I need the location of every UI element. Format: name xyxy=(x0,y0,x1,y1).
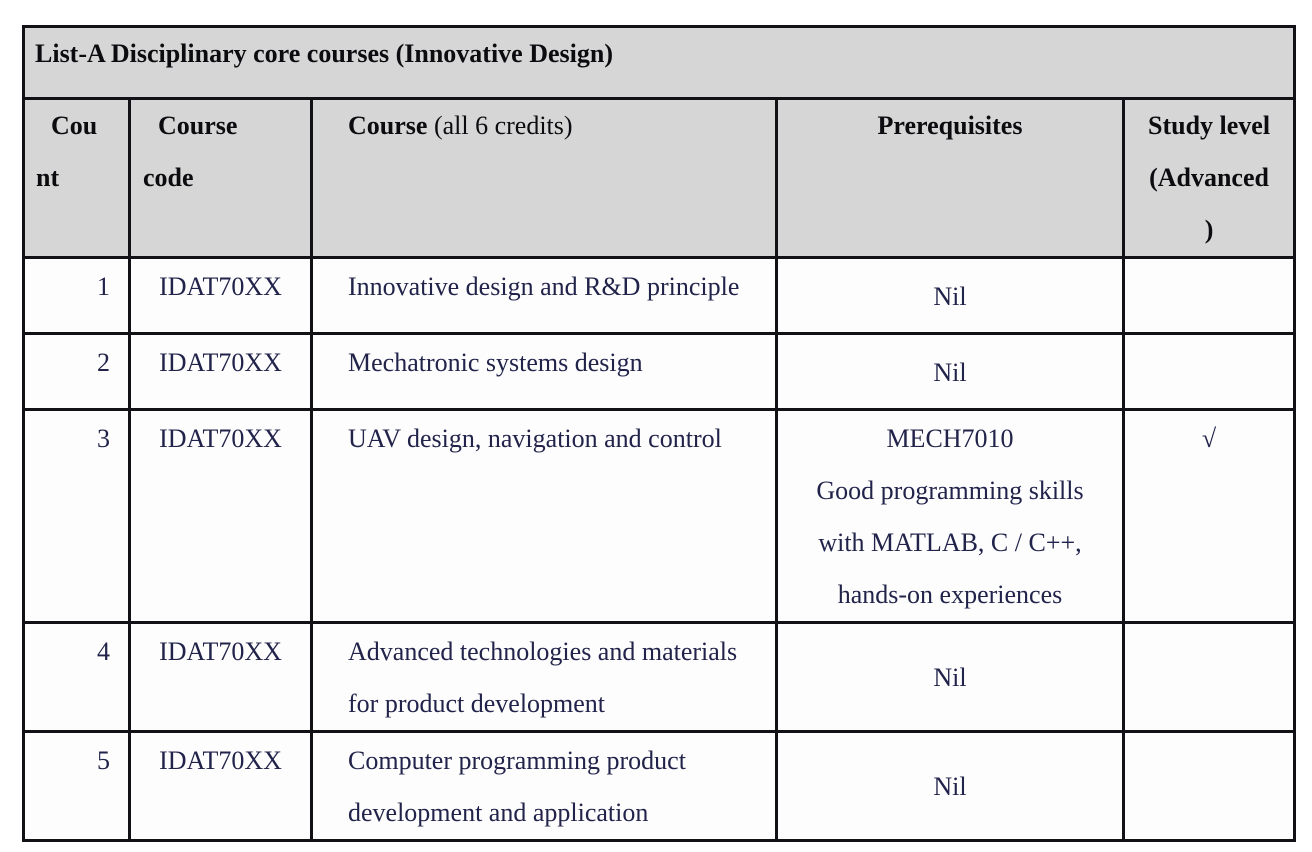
prerequisites-cell: Nil xyxy=(775,730,1125,842)
courses-table: List-A Disciplinary core courses (Innova… xyxy=(21,25,1297,842)
count-cell: 2 xyxy=(22,332,131,411)
course-code-cell: IDAT70XX xyxy=(128,332,313,411)
prerequisites-cell: Nil xyxy=(775,256,1125,335)
course-title-cell: UAV design, navigation and control xyxy=(310,408,778,624)
course-title-cell: Computer programming product development… xyxy=(310,730,778,842)
prerequisites-cell: MECH7010 Good programming skills with MA… xyxy=(775,408,1125,624)
course-code-cell: IDAT70XX xyxy=(128,256,313,335)
column-header-course: Course (all 6 credits) xyxy=(310,97,778,259)
table-row: 3 IDAT70XX UAV design, navigation and co… xyxy=(22,408,1297,624)
course-code-cell: IDAT70XX xyxy=(128,730,313,842)
course-code-cell: IDAT70XX xyxy=(128,408,313,624)
table-title: List-A Disciplinary core courses (Innova… xyxy=(21,25,1297,100)
column-header-count: Cou nt xyxy=(22,97,131,259)
column-header-prerequisites: Prerequisites xyxy=(775,97,1125,259)
course-title-cell: Advanced technologies and materials for … xyxy=(310,621,778,733)
study-level-cell xyxy=(1121,332,1297,411)
course-code-cell: IDAT70XX xyxy=(128,621,313,733)
study-level-cell xyxy=(1121,621,1297,733)
course-title-cell: Innovative design and R&D principle xyxy=(310,256,778,335)
table-row: 2 IDAT70XX Mechatronic systems design Ni… xyxy=(22,332,1297,411)
table-title-row: List-A Disciplinary core courses (Innova… xyxy=(21,25,1297,100)
course-header-credits-text: (all 6 credits) xyxy=(433,111,573,140)
course-header-bold-text: Course xyxy=(348,111,428,140)
table-header-row: Cou nt Course code Course (all 6 credits… xyxy=(22,97,1297,259)
count-cell: 1 xyxy=(22,256,131,335)
count-cell: 4 xyxy=(22,621,131,733)
prerequisites-cell: Nil xyxy=(775,332,1125,411)
study-level-cell xyxy=(1121,256,1297,335)
count-cell: 5 xyxy=(22,730,131,842)
column-header-course-code: Course code xyxy=(128,97,313,259)
study-level-cell xyxy=(1121,730,1297,842)
table-row: 5 IDAT70XX Computer programming product … xyxy=(22,730,1297,842)
prerequisites-cell: Nil xyxy=(775,621,1125,733)
study-level-cell advanced-check-mark: √ xyxy=(1121,408,1297,624)
course-title-cell: Mechatronic systems design xyxy=(310,332,778,411)
count-cell: 3 xyxy=(22,408,131,624)
table-row: 4 IDAT70XX Advanced technologies and mat… xyxy=(22,621,1297,733)
table-row: 1 IDAT70XX Innovative design and R&D pri… xyxy=(22,256,1297,335)
column-header-study-level: Study level (Advanced ) xyxy=(1121,97,1297,259)
